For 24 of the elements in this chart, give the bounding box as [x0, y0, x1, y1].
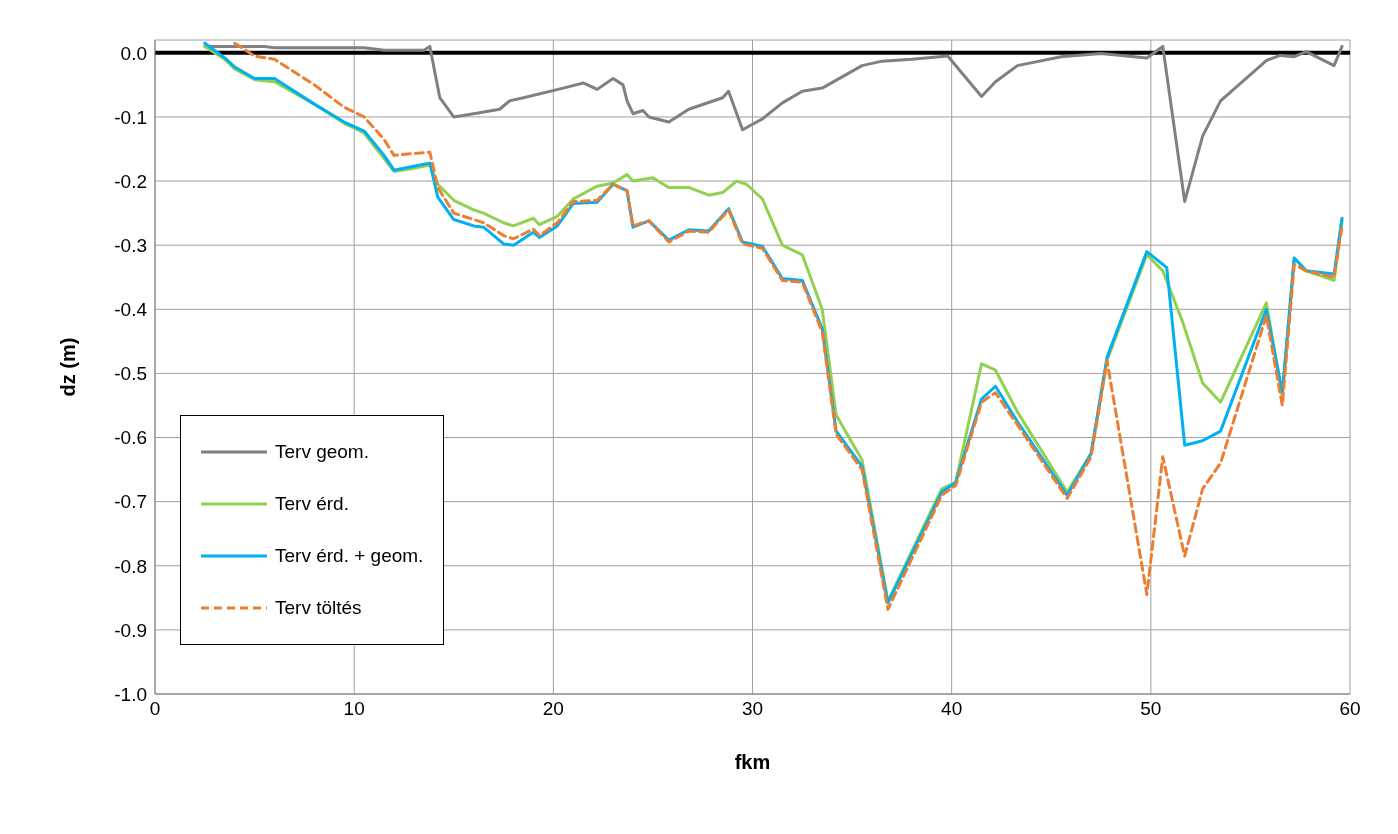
- x-tick-label: 20: [542, 698, 564, 720]
- y-tick-label: -0.1: [114, 106, 147, 128]
- y-tick-label: -0.6: [114, 427, 147, 449]
- x-tick-label: 40: [941, 698, 963, 720]
- legend-label: Terv érd.: [275, 493, 349, 515]
- y-tick-label: -0.5: [114, 363, 147, 385]
- y-tick-label: 0.0: [120, 42, 147, 64]
- y-tick-label: -0.2: [114, 170, 147, 192]
- x-tick-label: 10: [343, 698, 365, 720]
- x-tick-label: 30: [741, 698, 764, 720]
- y-tick-label: -0.9: [114, 619, 147, 641]
- y-axis-title: dz (m): [57, 337, 80, 397]
- y-tick-label: -0.8: [114, 555, 147, 577]
- y-tick-label: -0.3: [114, 234, 147, 256]
- y-tick-label: -1.0: [114, 683, 147, 705]
- x-tick-label: 0: [149, 698, 161, 720]
- x-axis-title: fkm: [734, 751, 771, 773]
- x-tick-label: 60: [1339, 698, 1361, 720]
- y-tick-label: -0.4: [114, 299, 148, 321]
- legend-label: Terv geom.: [275, 441, 369, 463]
- y-tick-label: -0.7: [114, 491, 147, 513]
- x-tick-label: 50: [1140, 698, 1162, 720]
- legend-label: Terv érd. + geom.: [275, 545, 424, 567]
- legend-label: Terv töltés: [275, 597, 362, 619]
